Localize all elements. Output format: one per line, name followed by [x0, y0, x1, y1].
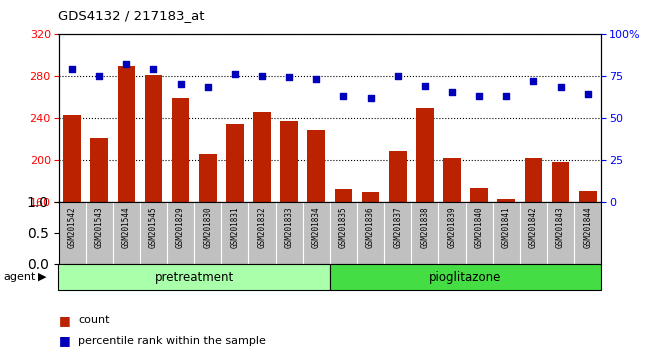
- Text: GDS4132 / 217183_at: GDS4132 / 217183_at: [58, 9, 205, 22]
- Text: ■: ■: [58, 314, 70, 327]
- Bar: [416, 108, 434, 202]
- Point: [203, 85, 213, 90]
- Point: [420, 83, 430, 88]
- Point: [229, 71, 240, 77]
- Point: [257, 73, 267, 79]
- Bar: [335, 189, 352, 202]
- Bar: [307, 130, 325, 202]
- Text: pioglitazone: pioglitazone: [430, 270, 502, 284]
- Point: [311, 76, 322, 82]
- Text: GSM201839: GSM201839: [447, 207, 456, 249]
- Bar: [118, 66, 135, 202]
- Bar: [199, 154, 216, 202]
- Text: GSM201836: GSM201836: [366, 207, 375, 249]
- Bar: [172, 98, 189, 202]
- Point: [67, 66, 77, 72]
- Point: [555, 85, 566, 90]
- Bar: [362, 192, 380, 202]
- Bar: [90, 138, 108, 202]
- Text: GSM201831: GSM201831: [230, 207, 239, 249]
- Text: GSM201543: GSM201543: [95, 207, 104, 249]
- Bar: [280, 121, 298, 202]
- Bar: [254, 113, 271, 202]
- Bar: [63, 115, 81, 202]
- FancyBboxPatch shape: [330, 264, 601, 290]
- Point: [447, 90, 457, 95]
- Text: GSM201544: GSM201544: [122, 207, 131, 249]
- Text: count: count: [78, 315, 109, 325]
- Text: GSM201835: GSM201835: [339, 207, 348, 249]
- Text: GSM201545: GSM201545: [149, 207, 158, 249]
- Bar: [443, 158, 461, 202]
- Bar: [579, 191, 597, 202]
- Text: GSM201829: GSM201829: [176, 207, 185, 249]
- Point: [176, 81, 186, 87]
- Text: GSM201542: GSM201542: [68, 207, 77, 249]
- Text: GSM201832: GSM201832: [257, 207, 266, 249]
- Text: GSM201840: GSM201840: [474, 207, 484, 249]
- Bar: [552, 162, 569, 202]
- Text: GSM201834: GSM201834: [312, 207, 321, 249]
- Text: GSM201843: GSM201843: [556, 207, 565, 249]
- Text: agent: agent: [3, 272, 36, 282]
- Point: [501, 93, 512, 99]
- Bar: [525, 158, 542, 202]
- Bar: [226, 124, 244, 202]
- Text: GSM201830: GSM201830: [203, 207, 213, 249]
- Text: GSM201837: GSM201837: [393, 207, 402, 249]
- Bar: [471, 188, 488, 202]
- Text: GSM201841: GSM201841: [502, 207, 511, 249]
- Text: ■: ■: [58, 334, 70, 347]
- Text: GSM201838: GSM201838: [421, 207, 430, 249]
- Point: [94, 73, 105, 79]
- Text: GSM201842: GSM201842: [529, 207, 538, 249]
- Point: [365, 95, 376, 101]
- Point: [338, 93, 348, 99]
- Point: [148, 66, 159, 72]
- Text: percentile rank within the sample: percentile rank within the sample: [78, 336, 266, 346]
- Text: GSM201844: GSM201844: [583, 207, 592, 249]
- Point: [474, 93, 484, 99]
- FancyBboxPatch shape: [58, 264, 330, 290]
- Point: [582, 91, 593, 97]
- Point: [393, 73, 403, 79]
- Bar: [145, 75, 162, 202]
- Point: [284, 75, 294, 80]
- Text: ▶: ▶: [38, 272, 46, 282]
- Point: [121, 61, 131, 67]
- Bar: [389, 152, 406, 202]
- Point: [528, 78, 539, 84]
- Text: pretreatment: pretreatment: [155, 270, 234, 284]
- Bar: [497, 199, 515, 202]
- Text: GSM201833: GSM201833: [285, 207, 294, 249]
